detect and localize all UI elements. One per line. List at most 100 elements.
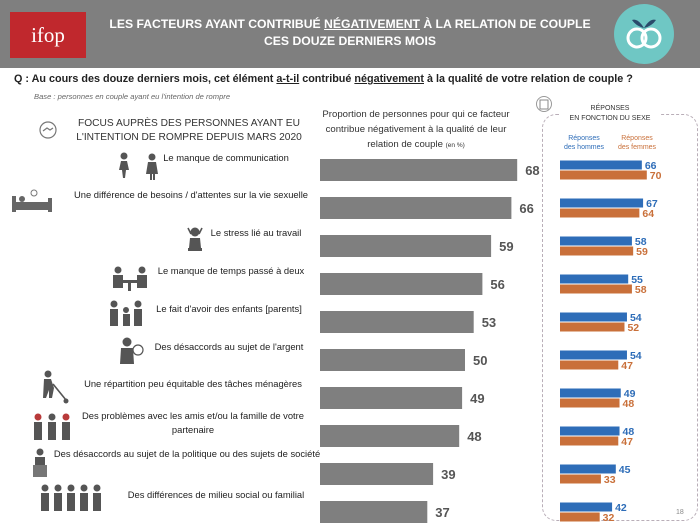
bar (320, 387, 463, 409)
chart-title: Proportion de personnes pour qui ce fact… (316, 107, 516, 153)
legend-men: Réponses des hommes (559, 134, 609, 152)
bar (320, 273, 483, 295)
men-value-label: 48 (623, 426, 635, 438)
men-value-label: 58 (635, 236, 647, 248)
couple-table-icon (113, 266, 147, 291)
bar-women (560, 474, 601, 484)
category-label: Des problèmes avec les amis et/ou la fam… (82, 410, 304, 435)
bar-women (560, 360, 619, 370)
category-label: Le manque de temps passé à deux (157, 265, 305, 276)
title-text: LES FACTEURS AYANT CONTRIBUÉ (109, 17, 325, 31)
broken-apple-icon (614, 4, 674, 64)
unit-label: (en %) (445, 142, 465, 149)
focus-title-line: FOCUS AUPRÈS DES PERSONNES AYANT EU (78, 118, 300, 129)
question-text: a-t-il (276, 73, 300, 85)
bar-men (560, 388, 621, 398)
crowd-icon (41, 484, 101, 511)
men-value-label: 55 (631, 274, 643, 286)
politics-icon (33, 448, 47, 477)
title-text: À LA RELATION DE COUPLE (419, 17, 591, 31)
men-value-label: 45 (619, 464, 631, 476)
men-value-label: 49 (624, 388, 636, 400)
bar (320, 311, 474, 333)
bar (320, 501, 428, 523)
legend-women-line: Réponses (621, 135, 653, 142)
bar-women (560, 398, 620, 408)
bar-value-label: 53 (482, 315, 496, 330)
friends-icon (34, 413, 70, 440)
money-icon (120, 337, 144, 364)
bar-men (560, 426, 620, 436)
bar-men (560, 312, 627, 322)
survey-form-icon (536, 96, 552, 112)
bar-value-label: 48 (467, 429, 481, 444)
women-value-label: 32 (603, 512, 615, 524)
bar-women (560, 322, 625, 332)
women-value-label: 48 (623, 398, 635, 410)
men-value-label: 66 (645, 160, 657, 172)
ifop-logo: ifop (10, 12, 86, 58)
bar-women (560, 512, 600, 522)
bar-men (560, 502, 613, 512)
bar-women (560, 246, 634, 256)
legend-women: Réponses des femmes (612, 134, 662, 152)
bar (320, 159, 518, 181)
category-label: Des désaccords au sujet de l'argent (154, 341, 304, 352)
bar-value-label: 39 (441, 467, 455, 482)
bar-women (560, 208, 640, 218)
cleaning-icon (43, 370, 69, 404)
bar-value-label: 50 (473, 353, 487, 368)
conversation-icon (119, 152, 158, 180)
title-line-1: LES FACTEURS AYANT CONTRIBUÉ NÉGATIVEMEN… (100, 16, 600, 33)
bar-value-label: 66 (519, 201, 533, 216)
women-value-label: 52 (627, 322, 639, 334)
bar-value-label: 59 (499, 239, 513, 254)
family-icon (110, 300, 142, 326)
chart-title-line: contribue négativement à la qualité de l… (325, 124, 507, 135)
category-label: Des différences de milieu social ou fami… (127, 489, 305, 500)
bar (320, 235, 492, 257)
slide-title: LES FACTEURS AYANT CONTRIBUÉ NÉGATIVEMEN… (100, 16, 600, 50)
legend-women-line: des femmes (617, 144, 657, 151)
sex-panel-heading-line: RÉPONSES (590, 105, 630, 112)
question-text: contribué (299, 73, 355, 85)
bar-value-label: 68 (525, 163, 539, 178)
bar-value-label: 49 (470, 391, 484, 406)
bar-value-label: 37 (435, 505, 449, 520)
chart-title-line: Proportion de personnes pour qui ce fact… (322, 109, 510, 120)
page-number: 18 (676, 509, 684, 516)
bar-men (560, 464, 616, 474)
question-text: à la qualité de votre relation de couple… (424, 73, 633, 85)
question-text: négativement (354, 73, 424, 85)
bar (320, 349, 465, 371)
title-line-2: CES DOUZE DERNIERS MOIS (264, 34, 436, 48)
bar-value-label: 56 (490, 277, 504, 292)
bar-men (560, 274, 629, 284)
chart-title-text: relation de couple (367, 139, 443, 150)
bar-men (560, 350, 627, 360)
category-label: Le fait d'avoir des enfants [parents] (156, 303, 302, 314)
question-text: Q : Au cours des douze derniers mois, ce… (14, 73, 277, 85)
men-value-label: 67 (646, 198, 658, 210)
legend-men-line: des hommes (563, 144, 605, 151)
legend-men-line: Réponses (568, 135, 600, 142)
women-value-label: 64 (642, 208, 654, 220)
bar-men (560, 236, 632, 246)
bar (320, 463, 434, 485)
category-label: Le stress lié au travail (210, 227, 302, 238)
men-value-label: 54 (630, 312, 642, 324)
category-label: Le manque de communication (163, 152, 289, 163)
chart-title-line: relation de couple (en %) (316, 137, 516, 153)
category-label: Une différence de besoins / d'attentes s… (73, 189, 309, 200)
women-value-label: 47 (621, 360, 633, 372)
survey-question: Q : Au cours des douze derniers mois, ce… (14, 73, 694, 85)
women-value-label: 47 (621, 436, 633, 448)
header-banner: ifop LES FACTEURS AYANT CONTRIBUÉ NÉGATI… (0, 0, 700, 68)
bar-men (560, 198, 644, 208)
sex-panel-heading: RÉPONSES EN FONCTION DU SEXE (560, 104, 660, 124)
sample-base: Base : personnes en couple ayant eu l'in… (34, 92, 231, 101)
focus-title-line: L'INTENTION DE ROMPRE DEPUIS MARS 2020 (76, 132, 302, 143)
bar-men (560, 160, 642, 170)
men-value-label: 42 (615, 502, 627, 514)
